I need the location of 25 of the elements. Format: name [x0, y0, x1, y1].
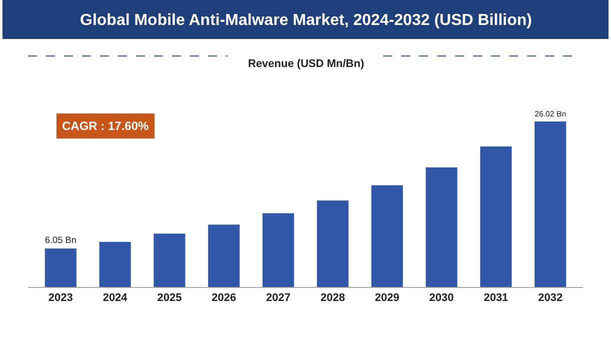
x-tick-label: 2028 [320, 292, 345, 304]
bar [99, 242, 131, 287]
bar [262, 213, 294, 287]
data-label: 26.02 Bn [534, 109, 566, 118]
bar [208, 224, 240, 287]
x-tick-label: 2024 [102, 292, 128, 304]
bar [371, 185, 403, 287]
bar [426, 167, 458, 287]
bar [316, 200, 348, 287]
data-label: 6.05 Bn [44, 235, 76, 246]
bar [44, 248, 76, 287]
x-tick-label: 2025 [157, 292, 182, 304]
x-tick-label: 2031 [484, 292, 508, 304]
bar [154, 234, 186, 287]
bar [534, 122, 566, 287]
chart-title: Global Mobile Anti-Malware Market, 2024-2032 (USD Billion) [80, 12, 532, 29]
annotation: CAGR : 17.60% [62, 119, 150, 133]
chart-subtitle: Revenue (USD Mn/Bn) [248, 58, 364, 70]
x-tick-label: 2027 [266, 292, 291, 304]
bar [480, 146, 512, 287]
x-tick-label: 2030 [429, 292, 454, 304]
x-tick-label: 2032 [538, 292, 563, 304]
x-tick-label: 2023 [48, 292, 73, 304]
x-tick-label: 2026 [212, 292, 236, 304]
x-tick-label: 2029 [374, 292, 400, 304]
